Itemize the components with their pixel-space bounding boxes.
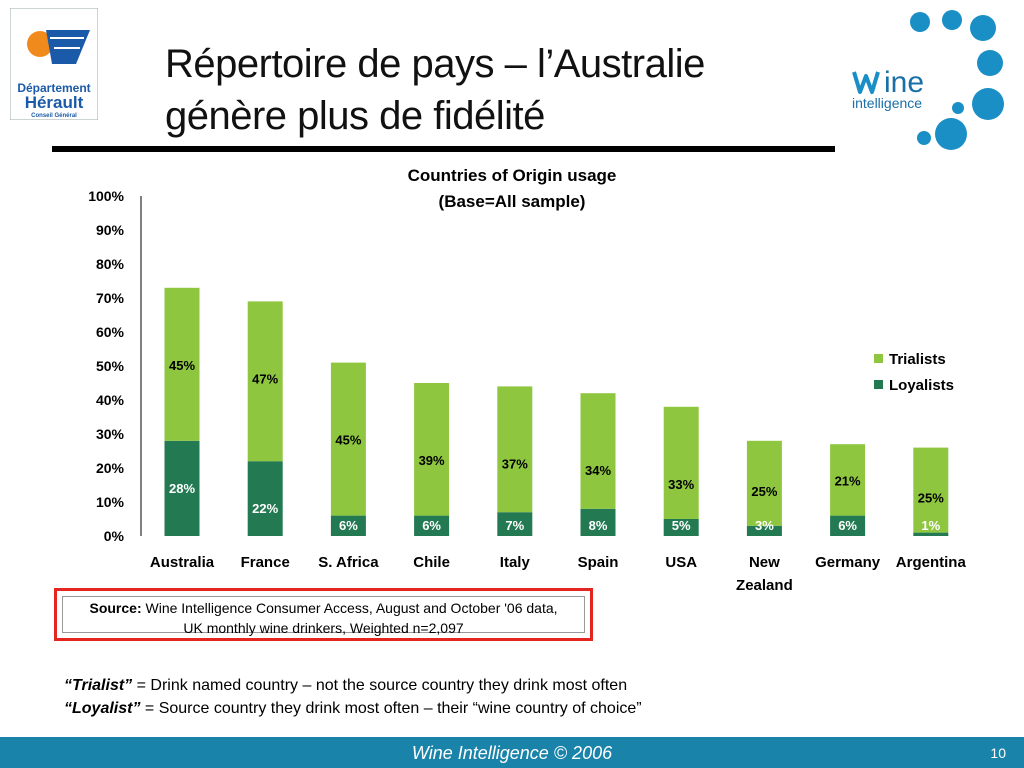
x-tick-label: France — [241, 554, 290, 571]
data-label-loyalists: 5% — [672, 518, 691, 533]
definition-term: “Trialist” — [64, 677, 133, 694]
chart-title: Countries of Origin usage — [408, 166, 617, 185]
data-label-trialists: 39% — [419, 453, 445, 468]
x-tick-label: Spain — [578, 554, 619, 571]
legend-swatch — [874, 354, 883, 363]
bar-trialists — [580, 393, 616, 509]
data-label-trialists: 45% — [335, 433, 361, 448]
bar-loyalists — [414, 515, 450, 536]
data-label-loyalists: 1% — [921, 518, 940, 533]
data-label-loyalists: 3% — [755, 518, 774, 533]
y-tick-label: 30% — [96, 426, 125, 442]
chart-subtitle: (Base=All sample) — [439, 192, 586, 211]
source-text: Source: Wine Intelligence Consumer Acces… — [62, 596, 585, 636]
data-label-loyalists: 6% — [838, 518, 857, 533]
legend-label: Trialists — [889, 351, 946, 368]
page-number: 10 — [990, 745, 1006, 761]
bar-loyalists — [330, 515, 366, 536]
y-tick-label: 100% — [88, 188, 124, 204]
bar-trialists — [330, 362, 366, 516]
bar-trialists — [497, 386, 533, 513]
bar-loyalists — [497, 512, 533, 536]
definition-trialist: “Trialist” = Drink named country – not t… — [64, 674, 642, 697]
bar-loyalists — [663, 519, 699, 536]
y-tick-label: 40% — [96, 392, 125, 408]
data-label-trialists: 21% — [835, 474, 861, 489]
logo-left-line3: Conseil Général — [31, 113, 77, 119]
stacked-bar-chart: Countries of Origin usage (Base=All samp… — [88, 166, 967, 590]
page-title: Répertoire de pays – l’Australie génère … — [165, 38, 705, 142]
data-label-loyalists: 6% — [339, 518, 358, 533]
bar-loyalists — [164, 440, 200, 536]
bar-loyalists — [830, 515, 866, 536]
logo-left-line2: Hérault — [25, 93, 84, 112]
x-tick-label: Chile — [413, 554, 450, 571]
data-label-trialists: 25% — [918, 491, 944, 506]
y-tick-label: 70% — [96, 290, 125, 306]
legend-label: Loyalists — [889, 377, 954, 394]
source-box: Source: Wine Intelligence Consumer Acces… — [54, 588, 593, 641]
herault-logo: Département Hérault Conseil Général — [9, 7, 99, 121]
x-tick-label: Germany — [815, 554, 881, 571]
x-tick-label: Australia — [150, 554, 215, 571]
y-tick-label: 80% — [96, 256, 125, 272]
data-label-trialists: 45% — [169, 358, 195, 373]
definition-text: = Drink named country – not the source c… — [132, 677, 628, 694]
bar-trialists — [663, 406, 699, 519]
y-tick-label: 60% — [96, 324, 125, 340]
data-label-loyalists: 7% — [505, 518, 524, 533]
definition-text: = Source country they drink most often –… — [140, 700, 642, 717]
data-label-trialists: 25% — [751, 484, 777, 499]
bar-trialists — [913, 447, 949, 533]
logo-right-word: ine — [884, 66, 924, 99]
y-tick-label: 90% — [96, 222, 125, 238]
bar-trialists — [746, 440, 782, 526]
bar-loyalists — [580, 508, 616, 536]
data-label-trialists: 37% — [502, 456, 528, 471]
y-tick-label: 10% — [96, 494, 125, 510]
data-label-trialists: 33% — [668, 477, 694, 492]
wine-intelligence-logo: ine intelligence — [848, 8, 1016, 156]
bar-trialists — [164, 287, 200, 441]
logo-right-sub: intelligence — [852, 95, 922, 111]
data-label-loyalists: 28% — [169, 481, 195, 496]
x-tick-label: New — [749, 554, 780, 571]
x-tick-label: USA — [665, 554, 697, 571]
title-divider — [52, 146, 835, 152]
x-tick-label: Italy — [500, 554, 531, 571]
source-line2: UK monthly wine drinkers, Weighted n=2,0… — [183, 620, 464, 636]
definitions: “Trialist” = Drink named country – not t… — [64, 674, 642, 720]
y-tick-label: 50% — [96, 358, 125, 374]
bar-trialists — [830, 444, 866, 516]
footer-bar: Wine Intelligence © 2006 10 — [0, 737, 1024, 768]
source-line1: Wine Intelligence Consumer Access, Augus… — [141, 600, 558, 616]
definition-term: “Loyalist” — [64, 700, 141, 717]
legend-swatch — [874, 380, 883, 389]
data-label-trialists: 34% — [585, 463, 611, 478]
bar-loyalists — [247, 461, 283, 536]
data-label-loyalists: 22% — [252, 501, 278, 516]
x-tick-label: Argentina — [896, 554, 967, 571]
title-line1: Répertoire de pays – l’Australie — [165, 42, 705, 86]
bar-trialists — [414, 383, 450, 516]
x-tick-label: S. Africa — [318, 554, 379, 571]
data-label-loyalists: 8% — [589, 518, 608, 533]
footer-text: Wine Intelligence © 2006 — [411, 743, 613, 763]
y-tick-label: 20% — [96, 460, 125, 476]
bar-loyalists — [746, 525, 782, 536]
definition-loyalist: “Loyalist” = Source country they drink m… — [64, 697, 642, 720]
bar-trialists — [247, 301, 283, 462]
y-tick-label: 0% — [104, 528, 125, 544]
x-tick-label: Zealand — [736, 577, 793, 590]
logo-left-line1: Département — [17, 81, 90, 95]
data-label-loyalists: 6% — [422, 518, 441, 533]
data-label-trialists: 47% — [252, 371, 278, 386]
bar-loyalists — [913, 532, 949, 536]
title-line2: génère plus de fidélité — [165, 94, 545, 138]
source-label: Source: — [89, 600, 142, 616]
